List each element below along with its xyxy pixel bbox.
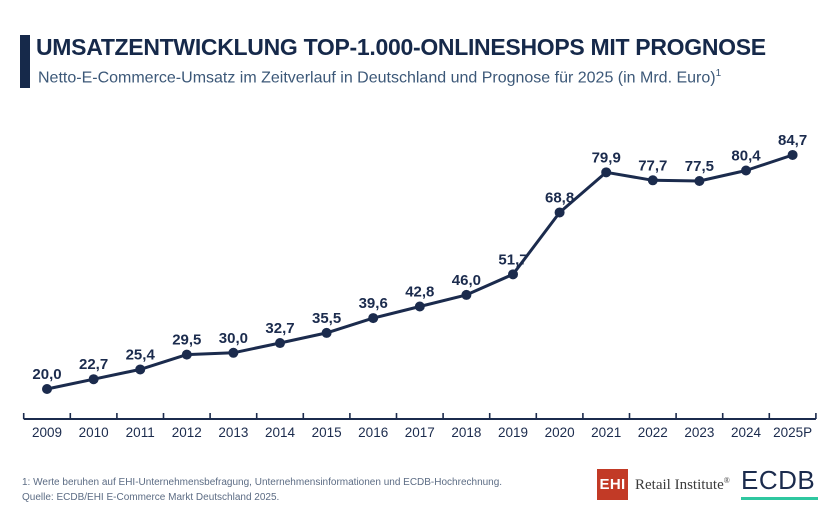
- data-point: [321, 327, 332, 338]
- x-axis-label: 2012: [172, 425, 202, 440]
- data-point-label: 32,7: [265, 320, 294, 337]
- data-point-label: 20,0: [32, 366, 61, 383]
- ecdb-logo-underline: [741, 497, 818, 500]
- data-point: [414, 301, 425, 312]
- x-axis-label: 2023: [684, 425, 714, 440]
- x-axis-label: 2016: [358, 425, 388, 440]
- data-point: [135, 364, 146, 375]
- x-axis-label: 2017: [405, 425, 435, 440]
- x-axis-label: 2025P: [773, 425, 812, 440]
- data-point: [554, 207, 565, 218]
- ehi-logo-wordmark: Retail Institute: [635, 476, 724, 493]
- line-chart: 20,0 22,7 25,4 29,5 30,0 32,7 35,5 39,6 42,8 46,0…: [22, 132, 817, 440]
- x-axis-label: 2019: [498, 425, 528, 440]
- x-axis-label: 2018: [451, 425, 481, 440]
- x-axis-label: 2015: [312, 425, 342, 440]
- title-accent-bar: [20, 35, 30, 88]
- x-axis-label: 2014: [265, 425, 296, 440]
- data-point-label: 29,5: [172, 332, 201, 349]
- data-point-label: 77,5: [685, 158, 714, 175]
- data-point-label: 84,7: [778, 132, 807, 149]
- page-title: UMSATZENTWICKLUNG TOP-1.000-ONLINESHOPS …: [36, 34, 766, 60]
- x-axis-label: 2020: [545, 425, 575, 440]
- data-point-label: 80,4: [731, 148, 761, 165]
- x-axis-label: 2009: [32, 425, 62, 440]
- data-point: [647, 175, 658, 186]
- data-point-label: 30,0: [219, 330, 248, 347]
- data-point: [508, 269, 518, 280]
- data-point: [228, 347, 239, 358]
- data-point-label: 35,5: [312, 310, 341, 327]
- x-axis-label: 2011: [126, 425, 155, 440]
- ehi-logo-text: Retail Institute®: [635, 476, 730, 494]
- ecdb-logo: ECDB: [741, 466, 818, 500]
- data-point-label: 79,9: [592, 149, 621, 166]
- data-point: [741, 165, 751, 176]
- ecdb-logo-text: ECDB: [741, 465, 816, 495]
- data-point: [601, 167, 612, 178]
- data-point: [694, 176, 705, 187]
- footnote: 1: Werte beruhen auf EHI-Unternehmensbef…: [22, 476, 502, 505]
- data-point-label: 51,7: [498, 251, 527, 268]
- page-subtitle-text: Netto-E-Commerce-Umsatz im Zeitverlauf i…: [38, 69, 716, 87]
- data-point-label: 46,0: [452, 272, 481, 289]
- x-axis-label: 2021: [591, 425, 621, 440]
- ehi-logo-mark: EHI: [597, 469, 628, 500]
- data-point-label: 42,8: [405, 284, 434, 301]
- x-axis-label: 2024: [731, 425, 762, 440]
- registered-trademark-icon: ®: [723, 475, 730, 485]
- data-point: [275, 338, 285, 349]
- footnote-line-2: Quelle: ECDB/EHI E-Commerce Markt Deutsc…: [22, 491, 280, 503]
- subtitle-footnote-marker: 1: [715, 68, 722, 79]
- data-point: [787, 149, 798, 160]
- data-point-label: 22,7: [79, 356, 108, 373]
- data-point: [42, 383, 52, 394]
- data-point: [88, 374, 99, 385]
- data-point: [181, 349, 192, 360]
- data-point-label: 77,7: [638, 157, 667, 174]
- x-axis-label: 2013: [218, 425, 248, 440]
- data-point-label: 39,6: [359, 295, 388, 312]
- x-axis-label: 2010: [79, 425, 109, 440]
- ehi-retail-institute-logo: EHI Retail Institute®: [597, 469, 730, 500]
- x-axis-label: 2022: [638, 425, 668, 440]
- data-point: [368, 313, 379, 324]
- page-subtitle: Netto-E-Commerce-Umsatz im Zeitverlauf i…: [38, 64, 721, 88]
- footnote-line-1: 1: Werte beruhen auf EHI-Unternehmensbef…: [22, 477, 503, 488]
- data-line: [45, 153, 795, 391]
- data-point-label: 68,8: [545, 189, 574, 206]
- data-point-label: 25,4: [126, 346, 156, 363]
- data-point: [461, 289, 472, 300]
